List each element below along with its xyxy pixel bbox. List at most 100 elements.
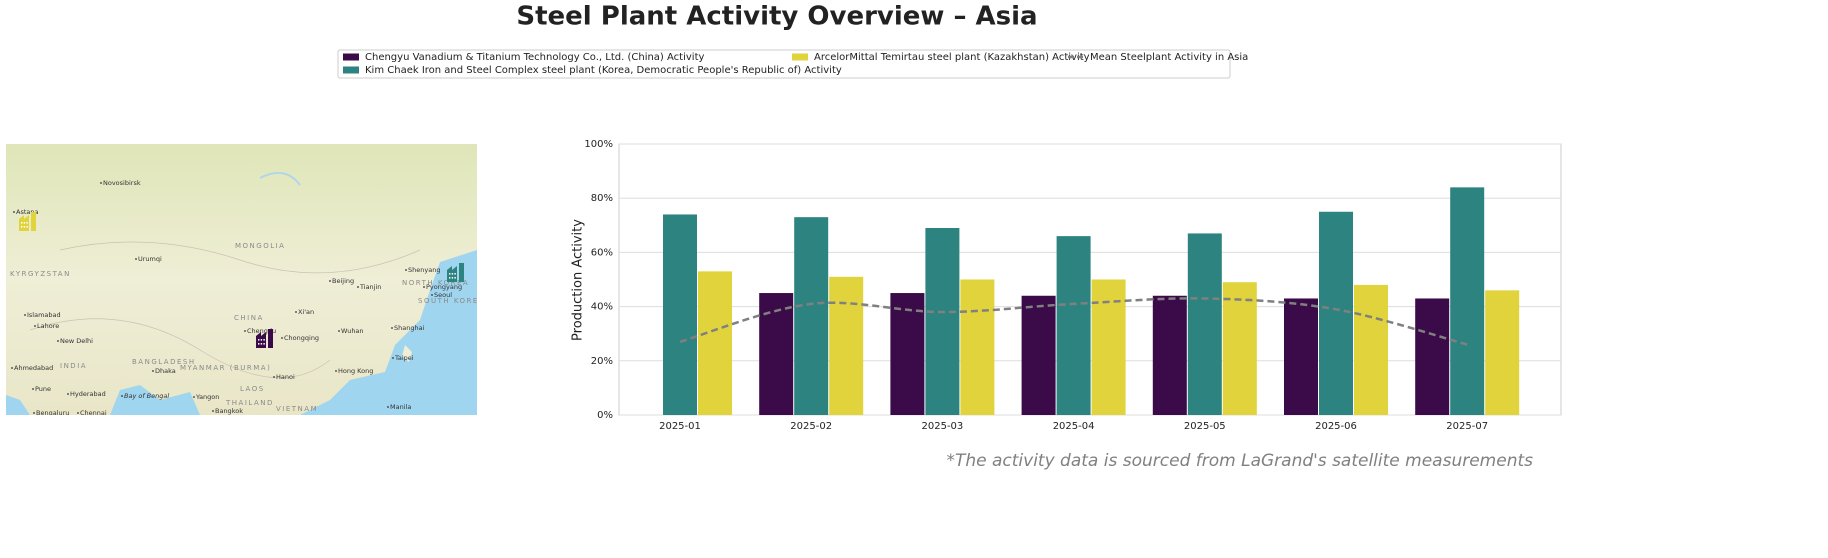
bar <box>1091 279 1126 415</box>
map-city-label: Chengdu <box>247 327 276 335</box>
map-dot <box>392 357 394 359</box>
plant-window <box>258 339 260 341</box>
map-region-label: NORTH KOREA <box>402 279 469 287</box>
bar <box>829 276 864 415</box>
map-city-label: Dhaka <box>155 367 176 375</box>
map-city-label: Taipei <box>394 354 414 362</box>
map-dot <box>57 340 59 342</box>
map-city-label: Xi'an <box>298 308 314 316</box>
mean-line <box>679 297 1468 346</box>
plant-window <box>23 222 26 224</box>
map-dot <box>405 269 407 271</box>
plant-window <box>26 222 28 224</box>
map-city-label: Beijing <box>332 277 354 285</box>
bar <box>1222 282 1257 415</box>
bar <box>794 217 829 415</box>
map-dot <box>338 330 340 332</box>
bar <box>1354 284 1388 415</box>
plant-window <box>21 226 23 228</box>
map-city-label: Shanghai <box>394 324 425 332</box>
map-city-label: Ahmedabad <box>14 364 53 372</box>
bar <box>1415 298 1450 415</box>
map-dot <box>67 393 69 395</box>
map-dot <box>34 325 36 327</box>
map-dot <box>357 286 359 288</box>
plant-window <box>263 339 265 341</box>
map-dot <box>281 337 283 339</box>
bar <box>960 279 995 415</box>
map-region-label: MYANMAR (BURMA) <box>180 364 271 372</box>
plant-window <box>260 343 263 345</box>
map-dot <box>273 376 275 378</box>
plant-icon <box>268 329 273 348</box>
map-city-label: Seoul <box>434 291 452 299</box>
chart-title: Steel Plant Activity Overview – Asia <box>516 2 1037 32</box>
bar <box>1450 187 1485 415</box>
x-tick-label: 2025-01 <box>659 421 701 432</box>
plant-icon <box>459 263 464 282</box>
plant-window <box>23 226 26 228</box>
map-dot <box>13 211 15 213</box>
map-region-label: SOUTH KOREA <box>418 297 485 305</box>
map-lake <box>259 171 301 186</box>
y-tick-label: 100% <box>584 139 613 150</box>
plant-window <box>263 343 265 345</box>
x-tick-label: 2025-05 <box>1184 421 1226 432</box>
bar <box>1021 295 1056 415</box>
x-tick-label: 2025-07 <box>1446 421 1488 432</box>
map-dot <box>244 330 246 332</box>
map-city-label: Chongqing <box>284 334 319 342</box>
map-dot <box>212 410 214 412</box>
bar <box>1485 290 1520 415</box>
map-island <box>402 345 412 362</box>
plant-window <box>21 222 23 224</box>
map-city-label: Bay of Bengal <box>124 392 169 400</box>
map-sea <box>300 250 477 415</box>
x-tick-label: 2025-06 <box>1315 421 1357 432</box>
bar <box>1319 211 1353 415</box>
legend-swatch <box>343 53 359 61</box>
map-dot <box>387 406 389 408</box>
map-dot <box>423 286 425 288</box>
plant-window <box>454 277 456 279</box>
map-city-label: Pyongyang <box>426 283 462 291</box>
legend-label: Mean Steelplant Activity in Asia <box>1090 52 1248 63</box>
map-city-label: Urumqi <box>138 255 162 263</box>
map-dot <box>33 412 35 414</box>
bar <box>663 214 697 415</box>
plant-icon <box>31 212 36 231</box>
map-dot <box>121 395 123 397</box>
map-sea <box>6 395 30 415</box>
map-city-label: Islamabad <box>27 311 61 319</box>
bar <box>698 271 732 415</box>
y-tick-label: 80% <box>591 193 613 204</box>
map-dot <box>24 314 26 316</box>
map-sea <box>110 385 200 415</box>
bar <box>1152 295 1187 415</box>
map-city-label: Hanoi <box>276 373 295 381</box>
x-tick-label: 2025-03 <box>922 421 964 432</box>
map-dot <box>152 370 154 372</box>
map-dot <box>329 280 331 282</box>
plant-window <box>451 273 454 275</box>
map-city-label: Yangon <box>195 393 219 401</box>
map-region-label: INDIA <box>60 362 87 370</box>
map-city-label: Chennai <box>80 409 107 417</box>
map-dot <box>135 258 137 260</box>
map-dot <box>32 388 34 390</box>
map-region-label: VIETNAM <box>276 405 318 413</box>
y-tick-label: 60% <box>591 247 613 258</box>
bar <box>1187 233 1222 415</box>
map-dot <box>295 311 297 313</box>
map-city-label: Lahore <box>37 322 59 330</box>
map-border <box>29 318 331 379</box>
map-city-label: Novosibirsk <box>103 179 141 187</box>
map-dot <box>11 367 13 369</box>
legend-label: Chengyu Vanadium & Titanium Technology C… <box>365 52 704 63</box>
footnote: *The activity data is sourced from LaGra… <box>946 451 1533 471</box>
bar <box>1056 236 1091 415</box>
y-axis-label: Production Activity <box>571 219 586 341</box>
bar <box>925 228 960 415</box>
